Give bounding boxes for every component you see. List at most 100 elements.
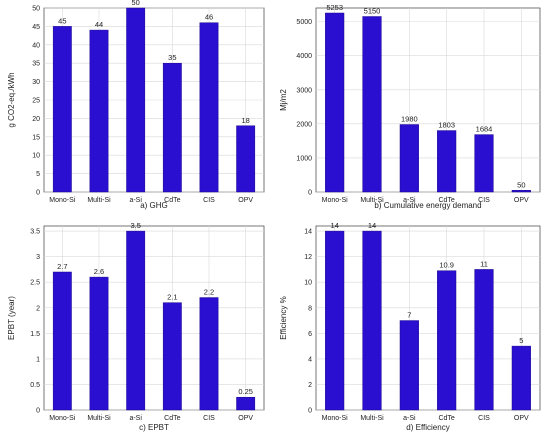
bar bbox=[126, 230, 146, 411]
data-label: 0.25 bbox=[238, 387, 253, 396]
y-tick-label: 0.5 bbox=[30, 382, 40, 389]
y-tick-label: 15 bbox=[32, 134, 40, 141]
y-tick-label: 45 bbox=[32, 24, 40, 31]
bar bbox=[162, 62, 182, 193]
data-label: 14 bbox=[368, 221, 376, 230]
data-label: 7 bbox=[407, 311, 411, 320]
y-tick-label: 0 bbox=[308, 190, 312, 197]
y-tick-label: 1.5 bbox=[30, 331, 40, 338]
data-label: 35 bbox=[168, 53, 176, 62]
y-tick-label: 1000 bbox=[296, 155, 312, 162]
bar bbox=[52, 26, 72, 193]
x-tick-label: CdTe bbox=[438, 197, 454, 204]
data-label: 11 bbox=[480, 259, 488, 268]
bar bbox=[474, 269, 494, 411]
chart-panel-2: 0 0.5 1 1.5 2 2.5 3 3.5 2.7 Mono-Si 2.6 Multi-Si 3.5… bbox=[7, 221, 265, 432]
y-tick-label: 5000 bbox=[296, 19, 312, 26]
bar bbox=[52, 271, 72, 411]
data-label: 5150 bbox=[364, 7, 381, 16]
y-tick-label: 2000 bbox=[296, 121, 312, 128]
data-label: 1803 bbox=[438, 121, 455, 130]
bar bbox=[325, 12, 345, 193]
bar bbox=[437, 270, 457, 411]
y-tick-label: 14 bbox=[304, 229, 312, 236]
plot-frame bbox=[315, 7, 541, 193]
y-tick-label: 4000 bbox=[296, 53, 312, 60]
data-label: 14 bbox=[330, 221, 338, 230]
x-tick-label: Mono-Si bbox=[49, 197, 76, 204]
bar bbox=[199, 22, 219, 193]
y-tick-label: 6 bbox=[308, 331, 312, 338]
data-label: 2.2 bbox=[204, 288, 214, 297]
y-axis-title: Efficiency % bbox=[279, 296, 288, 339]
y-tick-label: 5 bbox=[36, 171, 40, 178]
x-tick-label: Multi-Si bbox=[87, 415, 111, 422]
y-tick-label: 8 bbox=[308, 305, 312, 312]
x-tick-label: OPV bbox=[238, 197, 253, 204]
y-tick-label: 30 bbox=[32, 79, 40, 86]
x-tick-label: a-Si bbox=[129, 197, 142, 204]
x-tick-label: OPV bbox=[514, 415, 529, 422]
y-tick-label: 50 bbox=[32, 6, 40, 13]
y-tick-label: 3 bbox=[36, 254, 40, 261]
chart-panel-0: 0 5 10 15 20 25 30 35 40 45 50 45 Mono-Si 44 Multi-Si 5… bbox=[7, 0, 265, 210]
y-axis-title: Mj/m2 bbox=[279, 89, 288, 111]
x-tick-label: OPV bbox=[514, 197, 529, 204]
data-label: 5 bbox=[519, 336, 523, 345]
y-tick-label: 2 bbox=[308, 382, 312, 389]
data-label: 1980 bbox=[401, 115, 418, 124]
data-label: 44 bbox=[95, 20, 103, 29]
chart-panel-1: 0 1000 2000 3000 4000 5000 5253 Mono-Si 5150 Mult… bbox=[279, 3, 541, 210]
plot-frame bbox=[43, 225, 265, 411]
x-tick-label: CIS bbox=[478, 415, 490, 422]
y-tick-label: 20 bbox=[32, 116, 40, 123]
y-tick-label: 25 bbox=[32, 98, 40, 105]
plot-frame bbox=[315, 225, 541, 411]
x-tick-label: a-Si bbox=[403, 197, 416, 204]
panel-caption: c) EPBT bbox=[139, 423, 169, 432]
bar bbox=[199, 297, 219, 411]
panel-caption: b) Cumulative energy demand bbox=[374, 201, 481, 210]
y-tick-label: 40 bbox=[32, 42, 40, 49]
y-tick-label: 1 bbox=[36, 356, 40, 363]
x-tick-label: Mono-Si bbox=[49, 415, 76, 422]
bar bbox=[511, 190, 531, 193]
x-tick-label: CIS bbox=[203, 197, 215, 204]
bar bbox=[236, 396, 256, 411]
bar bbox=[474, 134, 494, 193]
y-tick-label: 2 bbox=[36, 305, 40, 312]
bar bbox=[362, 16, 382, 193]
bar bbox=[89, 29, 109, 193]
y-tick-label: 2.5 bbox=[30, 280, 40, 287]
x-tick-label: CIS bbox=[203, 415, 215, 422]
data-label: 2.7 bbox=[57, 262, 67, 271]
y-tick-label: 10 bbox=[304, 280, 312, 287]
data-label: 2.6 bbox=[94, 267, 104, 276]
data-label: 45 bbox=[58, 16, 66, 25]
data-label: 50 bbox=[517, 180, 525, 189]
y-tick-label: 35 bbox=[32, 61, 40, 68]
x-tick-label: Mono-Si bbox=[322, 197, 349, 204]
bar bbox=[399, 124, 419, 193]
y-tick-label: 3000 bbox=[296, 87, 312, 94]
x-tick-label: a-Si bbox=[403, 415, 416, 422]
data-label: 2.1 bbox=[167, 293, 177, 302]
y-tick-label: 3.5 bbox=[30, 229, 40, 236]
x-tick-label: Multi-Si bbox=[87, 197, 111, 204]
y-axis-title: EPBT (year) bbox=[7, 296, 16, 340]
y-tick-label: 0 bbox=[308, 408, 312, 415]
y-tick-label: 4 bbox=[308, 356, 312, 363]
y-tick-label: 12 bbox=[304, 254, 312, 261]
bar bbox=[236, 125, 256, 193]
data-label: 46 bbox=[205, 13, 213, 22]
y-axis-title: g CO2-eq./kWh bbox=[7, 72, 16, 127]
x-tick-label: Mono-Si bbox=[322, 415, 349, 422]
bar bbox=[511, 345, 531, 411]
data-label: 18 bbox=[241, 116, 249, 125]
bar bbox=[437, 130, 457, 193]
y-tick-label: 0 bbox=[36, 408, 40, 415]
x-tick-label: a-Si bbox=[129, 415, 142, 422]
data-label: 1684 bbox=[476, 125, 493, 134]
bar bbox=[126, 7, 146, 193]
